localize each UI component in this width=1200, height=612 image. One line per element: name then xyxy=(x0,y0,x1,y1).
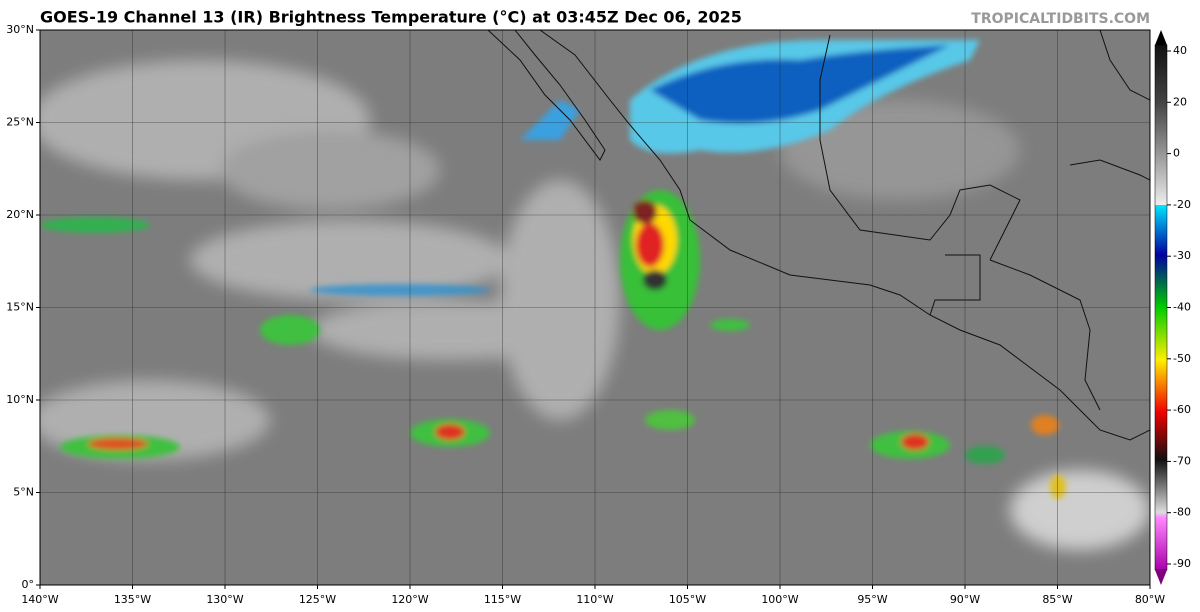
colorbar-label: -30 xyxy=(1173,249,1191,262)
y-tick-label: 5°N xyxy=(13,486,34,499)
coastlines xyxy=(487,30,1150,441)
colorbar-label: -50 xyxy=(1173,352,1191,365)
colorbar-label: -40 xyxy=(1173,301,1191,314)
y-tick-label: 25°N xyxy=(6,116,34,129)
colorbar-label: -80 xyxy=(1173,506,1191,519)
title: GOES-19 Channel 13 (IR) Brightness Tempe… xyxy=(40,8,742,27)
colorbar-label: 0 xyxy=(1173,147,1180,160)
y-tick-label: 10°N xyxy=(6,393,34,406)
x-tick-label: 105°W xyxy=(669,593,706,606)
colorbar-label: -20 xyxy=(1173,198,1191,211)
colorbar-label: 40 xyxy=(1173,44,1187,57)
x-tick-label: 90°W xyxy=(950,593,980,606)
colorbar-label: -90 xyxy=(1173,557,1191,570)
x-tick-label: 120°W xyxy=(391,593,428,606)
x-tick-label: 110°W xyxy=(576,593,613,606)
y-tick-label: 30°N xyxy=(6,23,34,36)
x-tick-label: 95°W xyxy=(857,593,887,606)
colorbar xyxy=(1154,30,1168,585)
x-tick-label: 130°W xyxy=(206,593,243,606)
x-tick-label: 115°W xyxy=(484,593,521,606)
y-tick-label: 15°N xyxy=(6,301,34,314)
credit: TROPICALTIDBITS.COM xyxy=(971,11,1150,27)
colorbar-label: -60 xyxy=(1173,403,1191,416)
x-tick-label: 140°W xyxy=(21,593,58,606)
x-tick-label: 100°W xyxy=(761,593,798,606)
colorbar-label: -70 xyxy=(1173,454,1191,467)
y-tick-label: 0° xyxy=(22,578,35,591)
x-tick-label: 85°W xyxy=(1042,593,1072,606)
colorbar-label: 20 xyxy=(1173,95,1187,108)
x-tick-label: 80°W xyxy=(1135,593,1165,606)
x-tick-label: 125°W xyxy=(299,593,336,606)
y-tick-label: 20°N xyxy=(6,208,34,221)
x-tick-label: 135°W xyxy=(114,593,151,606)
